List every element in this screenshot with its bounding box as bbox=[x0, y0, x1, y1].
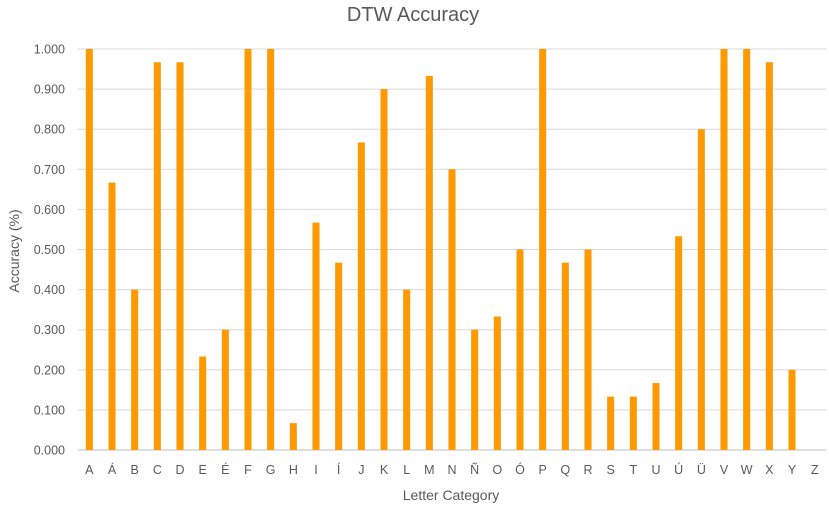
bar bbox=[289, 423, 297, 450]
x-tick-label: U bbox=[651, 463, 660, 477]
x-tick-label: H bbox=[289, 463, 298, 477]
bar bbox=[267, 49, 275, 450]
bar bbox=[221, 329, 229, 450]
bar bbox=[312, 222, 320, 450]
y-axis-ticks: 0.000 0.100 0.200 0.300 0.400 0.500 0.600 0.700… bbox=[34, 43, 65, 458]
bar bbox=[493, 316, 501, 450]
x-tick-label: J bbox=[358, 463, 364, 477]
x-tick-label: Á bbox=[108, 462, 117, 477]
y-tick-label: 0.000 bbox=[34, 444, 65, 458]
x-tick-label: I bbox=[314, 463, 317, 477]
y-tick-label: 0.600 bbox=[34, 203, 65, 217]
x-tick-label: Ó bbox=[515, 462, 525, 477]
bar bbox=[108, 182, 116, 450]
bar bbox=[561, 262, 569, 450]
bar bbox=[788, 369, 796, 450]
x-tick-label: C bbox=[153, 463, 162, 477]
bar bbox=[720, 49, 728, 450]
y-tick-label: 0.500 bbox=[34, 243, 65, 257]
bar bbox=[607, 396, 615, 450]
x-tick-label: B bbox=[130, 463, 138, 477]
bar bbox=[176, 62, 184, 450]
x-tick-label: Ñ bbox=[470, 463, 479, 477]
x-tick-label: K bbox=[380, 463, 389, 477]
bar bbox=[403, 289, 411, 450]
y-tick-label: 0.400 bbox=[34, 283, 65, 297]
bar bbox=[244, 49, 252, 450]
bar bbox=[199, 356, 207, 450]
x-tick-label: Q bbox=[560, 463, 570, 477]
bar bbox=[85, 49, 93, 450]
x-tick-label: Ü bbox=[697, 463, 706, 477]
x-tick-label: R bbox=[583, 463, 592, 477]
y-tick-label: 0.300 bbox=[34, 323, 65, 337]
bars bbox=[85, 49, 796, 451]
x-tick-label: S bbox=[606, 463, 614, 477]
x-tick-label: É bbox=[221, 462, 229, 477]
y-axis-title: Accuracy (%) bbox=[6, 209, 22, 292]
x-tick-label: D bbox=[175, 463, 184, 477]
y-tick-label: 0.700 bbox=[34, 163, 65, 177]
x-tick-label: E bbox=[198, 463, 206, 477]
x-tick-label: Z bbox=[811, 463, 819, 477]
x-tick-label: G bbox=[266, 463, 276, 477]
x-tick-label: Y bbox=[788, 463, 797, 477]
bar bbox=[697, 129, 705, 450]
x-tick-label: L bbox=[403, 463, 410, 477]
bar bbox=[153, 62, 161, 450]
y-tick-label: 0.100 bbox=[34, 403, 65, 417]
x-tick-label: Í bbox=[337, 462, 341, 477]
chart-title: DTW Accuracy bbox=[347, 4, 479, 26]
bar bbox=[539, 49, 547, 450]
bar bbox=[131, 289, 139, 450]
bar bbox=[471, 329, 479, 450]
x-tick-label: W bbox=[741, 463, 753, 477]
x-tick-label: O bbox=[492, 463, 502, 477]
bar bbox=[448, 169, 456, 451]
x-tick-label: P bbox=[538, 463, 546, 477]
x-tick-label: N bbox=[447, 463, 456, 477]
bar bbox=[652, 383, 660, 450]
x-tick-label: V bbox=[720, 463, 729, 477]
y-tick-label: 0.800 bbox=[34, 123, 65, 137]
x-tick-label: F bbox=[244, 463, 252, 477]
bar bbox=[357, 142, 365, 451]
x-tick-label: T bbox=[630, 463, 638, 477]
bar bbox=[335, 262, 343, 450]
bar bbox=[584, 249, 592, 450]
x-tick-label: Ú bbox=[674, 462, 683, 477]
x-tick-label: M bbox=[424, 463, 434, 477]
bar bbox=[675, 236, 683, 450]
bar bbox=[425, 75, 433, 450]
y-tick-label: 1.000 bbox=[34, 43, 65, 57]
x-tick-label: A bbox=[85, 463, 94, 477]
bar bbox=[765, 62, 773, 450]
bar bbox=[516, 249, 524, 450]
bar bbox=[743, 49, 751, 450]
x-tick-label: X bbox=[765, 463, 774, 477]
bar bbox=[629, 396, 637, 450]
y-tick-label: 0.200 bbox=[34, 363, 65, 377]
bar bbox=[380, 89, 388, 450]
y-tick-label: 0.900 bbox=[34, 83, 65, 97]
x-axis-title: Letter Category bbox=[403, 487, 500, 503]
